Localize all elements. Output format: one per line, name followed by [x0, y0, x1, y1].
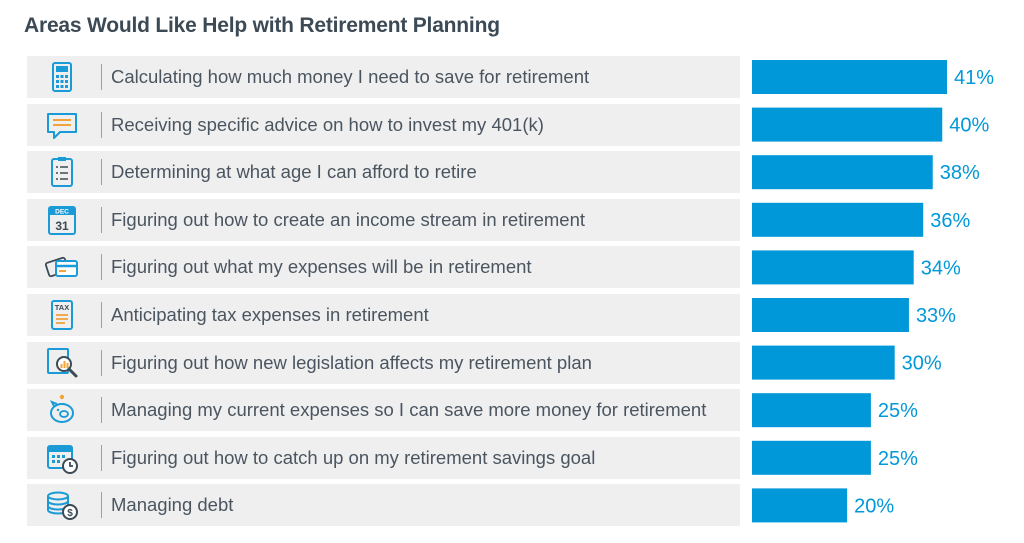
- category-label: Figuring out how to create an income str…: [111, 208, 586, 230]
- value-label: 25%: [878, 448, 918, 470]
- category-row: Figuring out how new legislation affects…: [27, 341, 740, 384]
- category-label: Anticipating tax expenses in retirement: [111, 304, 429, 325]
- row-separator: [101, 111, 102, 138]
- row-separator: [101, 397, 102, 424]
- coin-stack-icon: $: [45, 488, 79, 522]
- row-separator: [101, 159, 102, 186]
- bar: [752, 393, 871, 428]
- svg-text:31: 31: [55, 219, 69, 233]
- value-label: 30%: [902, 353, 942, 375]
- bar: [752, 155, 933, 190]
- value-label: 20%: [854, 495, 894, 517]
- bar: [752, 345, 895, 380]
- category-label: Managing my current expenses so I can sa…: [111, 399, 707, 421]
- bar: [752, 107, 943, 142]
- category-row: Calculating how much money I need to sav…: [27, 56, 740, 98]
- value-label: 34%: [921, 257, 961, 279]
- calculator-icon: [45, 60, 79, 94]
- category-row: Determining at what age I can afford to …: [27, 151, 740, 194]
- category-row: Managing my current expenses so I can sa…: [27, 389, 740, 432]
- svg-text:DEC: DEC: [55, 208, 69, 215]
- tax-form-icon: TAX: [45, 298, 79, 332]
- checklist-icon: [45, 155, 79, 189]
- magnifier-report-icon: [45, 346, 79, 380]
- value-label: 40%: [949, 115, 989, 137]
- calendar-clock-icon: [45, 441, 79, 475]
- row-separator: [101, 254, 102, 281]
- row-separator: [101, 444, 102, 471]
- category-label: Figuring out how to catch up on my retir…: [111, 446, 596, 468]
- bar: [752, 250, 914, 285]
- category-label: Receiving specific advice on how to inve…: [111, 113, 544, 135]
- row-separator: [101, 206, 102, 233]
- bar: [752, 202, 924, 237]
- category-label: Managing debt: [111, 494, 234, 516]
- bar: [752, 60, 947, 94]
- value-label: 33%: [916, 305, 956, 327]
- category-label: Figuring out what my expenses will be in…: [111, 256, 532, 278]
- row-separator: [101, 302, 102, 328]
- category-row: Figuring out what my expenses will be in…: [27, 246, 740, 289]
- bar: [752, 440, 871, 475]
- category-row: Figuring out how to catch up on my retir…: [27, 436, 740, 479]
- row-separator: [101, 349, 102, 376]
- credit-card-icon: [45, 250, 79, 284]
- category-row: Receiving specific advice on how to inve…: [27, 103, 740, 146]
- value-label: 38%: [940, 162, 980, 184]
- svg-text:$: $: [67, 508, 73, 519]
- bar: [752, 298, 909, 332]
- category-label: Determining at what age I can afford to …: [111, 161, 477, 183]
- chat-bubble-icon: [45, 108, 79, 142]
- category-row: $ Managing debt: [27, 484, 740, 527]
- calendar-dec-31-icon: DEC 31: [45, 203, 79, 237]
- svg-text:TAX: TAX: [55, 303, 69, 312]
- value-label: 36%: [930, 210, 970, 232]
- value-label: 41%: [954, 67, 994, 89]
- chart-title: Areas Would Like Help with Retirement Pl…: [24, 14, 500, 37]
- category-label: Calculating how much money I need to sav…: [111, 66, 590, 87]
- value-label: 25%: [878, 400, 918, 422]
- category-row: DEC 31 Figuring out how to create an inco…: [27, 198, 740, 241]
- category-row: TAX Anticipating tax expenses in retirem…: [27, 294, 740, 336]
- row-separator: [101, 492, 102, 519]
- category-label: Figuring out how new legislation affects…: [111, 351, 592, 373]
- piggy-bank-icon: [45, 393, 79, 427]
- bar: [752, 488, 848, 523]
- row-separator: [101, 64, 102, 90]
